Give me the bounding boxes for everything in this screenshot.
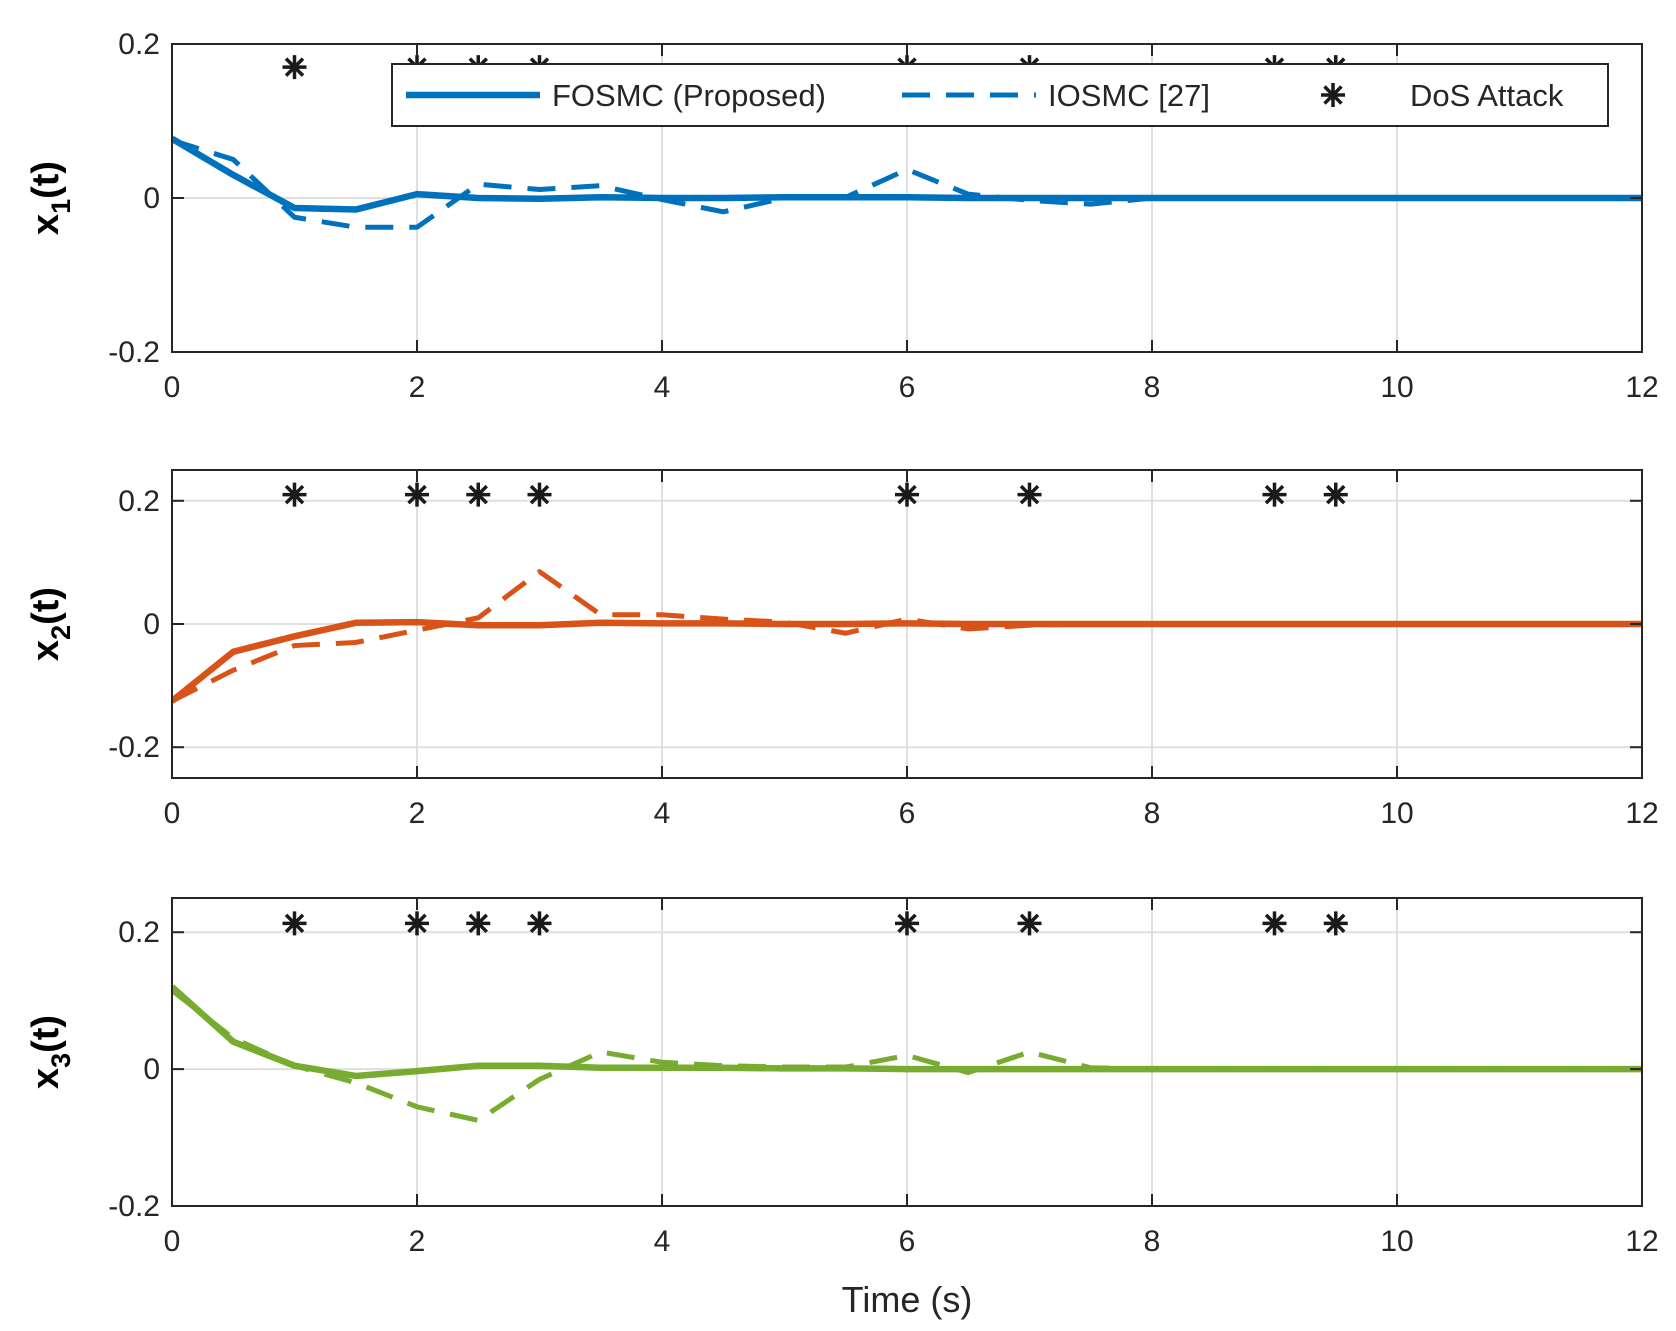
- dos-attack-marker: [527, 482, 552, 507]
- y-tick-label: 0.2: [118, 28, 160, 61]
- y-tick-label: 0: [143, 1053, 160, 1086]
- series-lines: [172, 984, 1642, 1123]
- y-tick-label: -0.2: [108, 1190, 160, 1223]
- iosmc-line-x1: [172, 137, 1642, 230]
- x-tick-label: 4: [654, 797, 671, 830]
- dos-attack-marker: [282, 482, 307, 507]
- x-axis-label: Time (s): [842, 1279, 973, 1320]
- dos-attack-marker: [466, 482, 491, 507]
- dos-attack-marker: [466, 911, 491, 936]
- fosmc-line-x3: [172, 984, 1642, 1080]
- y-tick-label: -0.2: [108, 336, 160, 369]
- x-tick-label: 6: [899, 371, 916, 404]
- dos-attack-marker: [1017, 911, 1042, 936]
- y-tick-label: -0.2: [108, 731, 160, 764]
- subplot-2: 0 2 4 6 8 10 12-0.200.2x2(t): [25, 469, 1659, 830]
- x-tick-label: 0: [164, 797, 181, 830]
- x-tick-label: 2: [409, 1225, 426, 1258]
- dos-markers: [282, 482, 1348, 507]
- x-tick-label: 6: [899, 1225, 916, 1258]
- x-tick-label: 2: [409, 371, 426, 404]
- x-tick-label: 12: [1625, 1225, 1658, 1258]
- series-lines: [172, 569, 1642, 704]
- x-tick-label: 10: [1380, 797, 1413, 830]
- dos-attack-marker: [1323, 911, 1348, 936]
- ticks: 0 2 4 6 8 10 12-0.200.2: [108, 28, 1658, 404]
- subplots: 0 2 4 6 8 10 12-0.200.2x1(t)0 2 4 6 8 10 12-0.200.2x…: [25, 28, 1659, 1258]
- x-tick-label: 10: [1380, 1225, 1413, 1258]
- dos-attack-marker: [405, 482, 429, 507]
- x-tick-label: 8: [1144, 371, 1161, 404]
- ticks: 0 2 4 6 8 10 12-0.200.2: [108, 898, 1659, 1258]
- dos-attack-marker: [282, 911, 307, 936]
- dos-attack-marker: [1323, 482, 1348, 507]
- ticks: 0 2 4 6 8 10 12-0.200.2: [108, 470, 1659, 830]
- x-tick-label: 4: [654, 371, 671, 404]
- y-axis-label-x1: x1(t): [25, 161, 76, 235]
- y-tick-label: 0.2: [118, 485, 160, 518]
- fosmc-line-x2: [172, 618, 1642, 704]
- dos-attack-marker: [895, 482, 919, 507]
- legend-dos-marker: [1321, 83, 1345, 107]
- dos-attack-marker: [282, 55, 307, 80]
- dos-attack-marker: [405, 911, 429, 936]
- x-tick-label: 12: [1625, 371, 1658, 404]
- x-tick-label: 12: [1625, 797, 1658, 830]
- dos-attack-marker: [527, 911, 552, 936]
- y-axis-label-x3: x3(t): [25, 1015, 76, 1089]
- x-tick-label: 0: [164, 1225, 181, 1258]
- x-tick-label: 10: [1380, 371, 1413, 404]
- y-tick-label: 0: [143, 182, 160, 215]
- dos-attack-marker: [1017, 482, 1042, 507]
- y-tick-label: 0.2: [118, 916, 160, 949]
- y-tick-label: 0: [143, 608, 160, 641]
- x-tick-label: 2: [409, 797, 426, 830]
- iosmc-line-x2: [172, 569, 1642, 704]
- y-axis-label-x2: x2(t): [25, 587, 76, 661]
- legend-entry-dos: DoS Attack: [1410, 78, 1564, 113]
- dos-attack-marker: [1262, 911, 1287, 936]
- fosmc-line-x1: [172, 135, 1642, 213]
- legend-entry-fosmc: FOSMC (Proposed): [552, 78, 826, 113]
- legend: FOSMC (Proposed) IOSMC [27] DoS Attack: [391, 63, 1609, 127]
- series-lines: [172, 135, 1642, 230]
- dos-attack-marker: [895, 911, 919, 936]
- legend-entry-iosmc: IOSMC [27]: [1048, 78, 1210, 113]
- x-tick-label: 6: [899, 797, 916, 830]
- dos-attack-marker: [1262, 482, 1287, 507]
- x-tick-label: 4: [654, 1225, 671, 1258]
- x-tick-label: 8: [1144, 797, 1161, 830]
- iosmc-line-x3: [172, 988, 1642, 1123]
- dos-markers: [282, 911, 1348, 936]
- x-tick-label: 0: [164, 371, 181, 404]
- x-tick-label: 8: [1144, 1225, 1161, 1258]
- subplot-3: 0 2 4 6 8 10 12-0.200.2x3(t): [25, 897, 1659, 1258]
